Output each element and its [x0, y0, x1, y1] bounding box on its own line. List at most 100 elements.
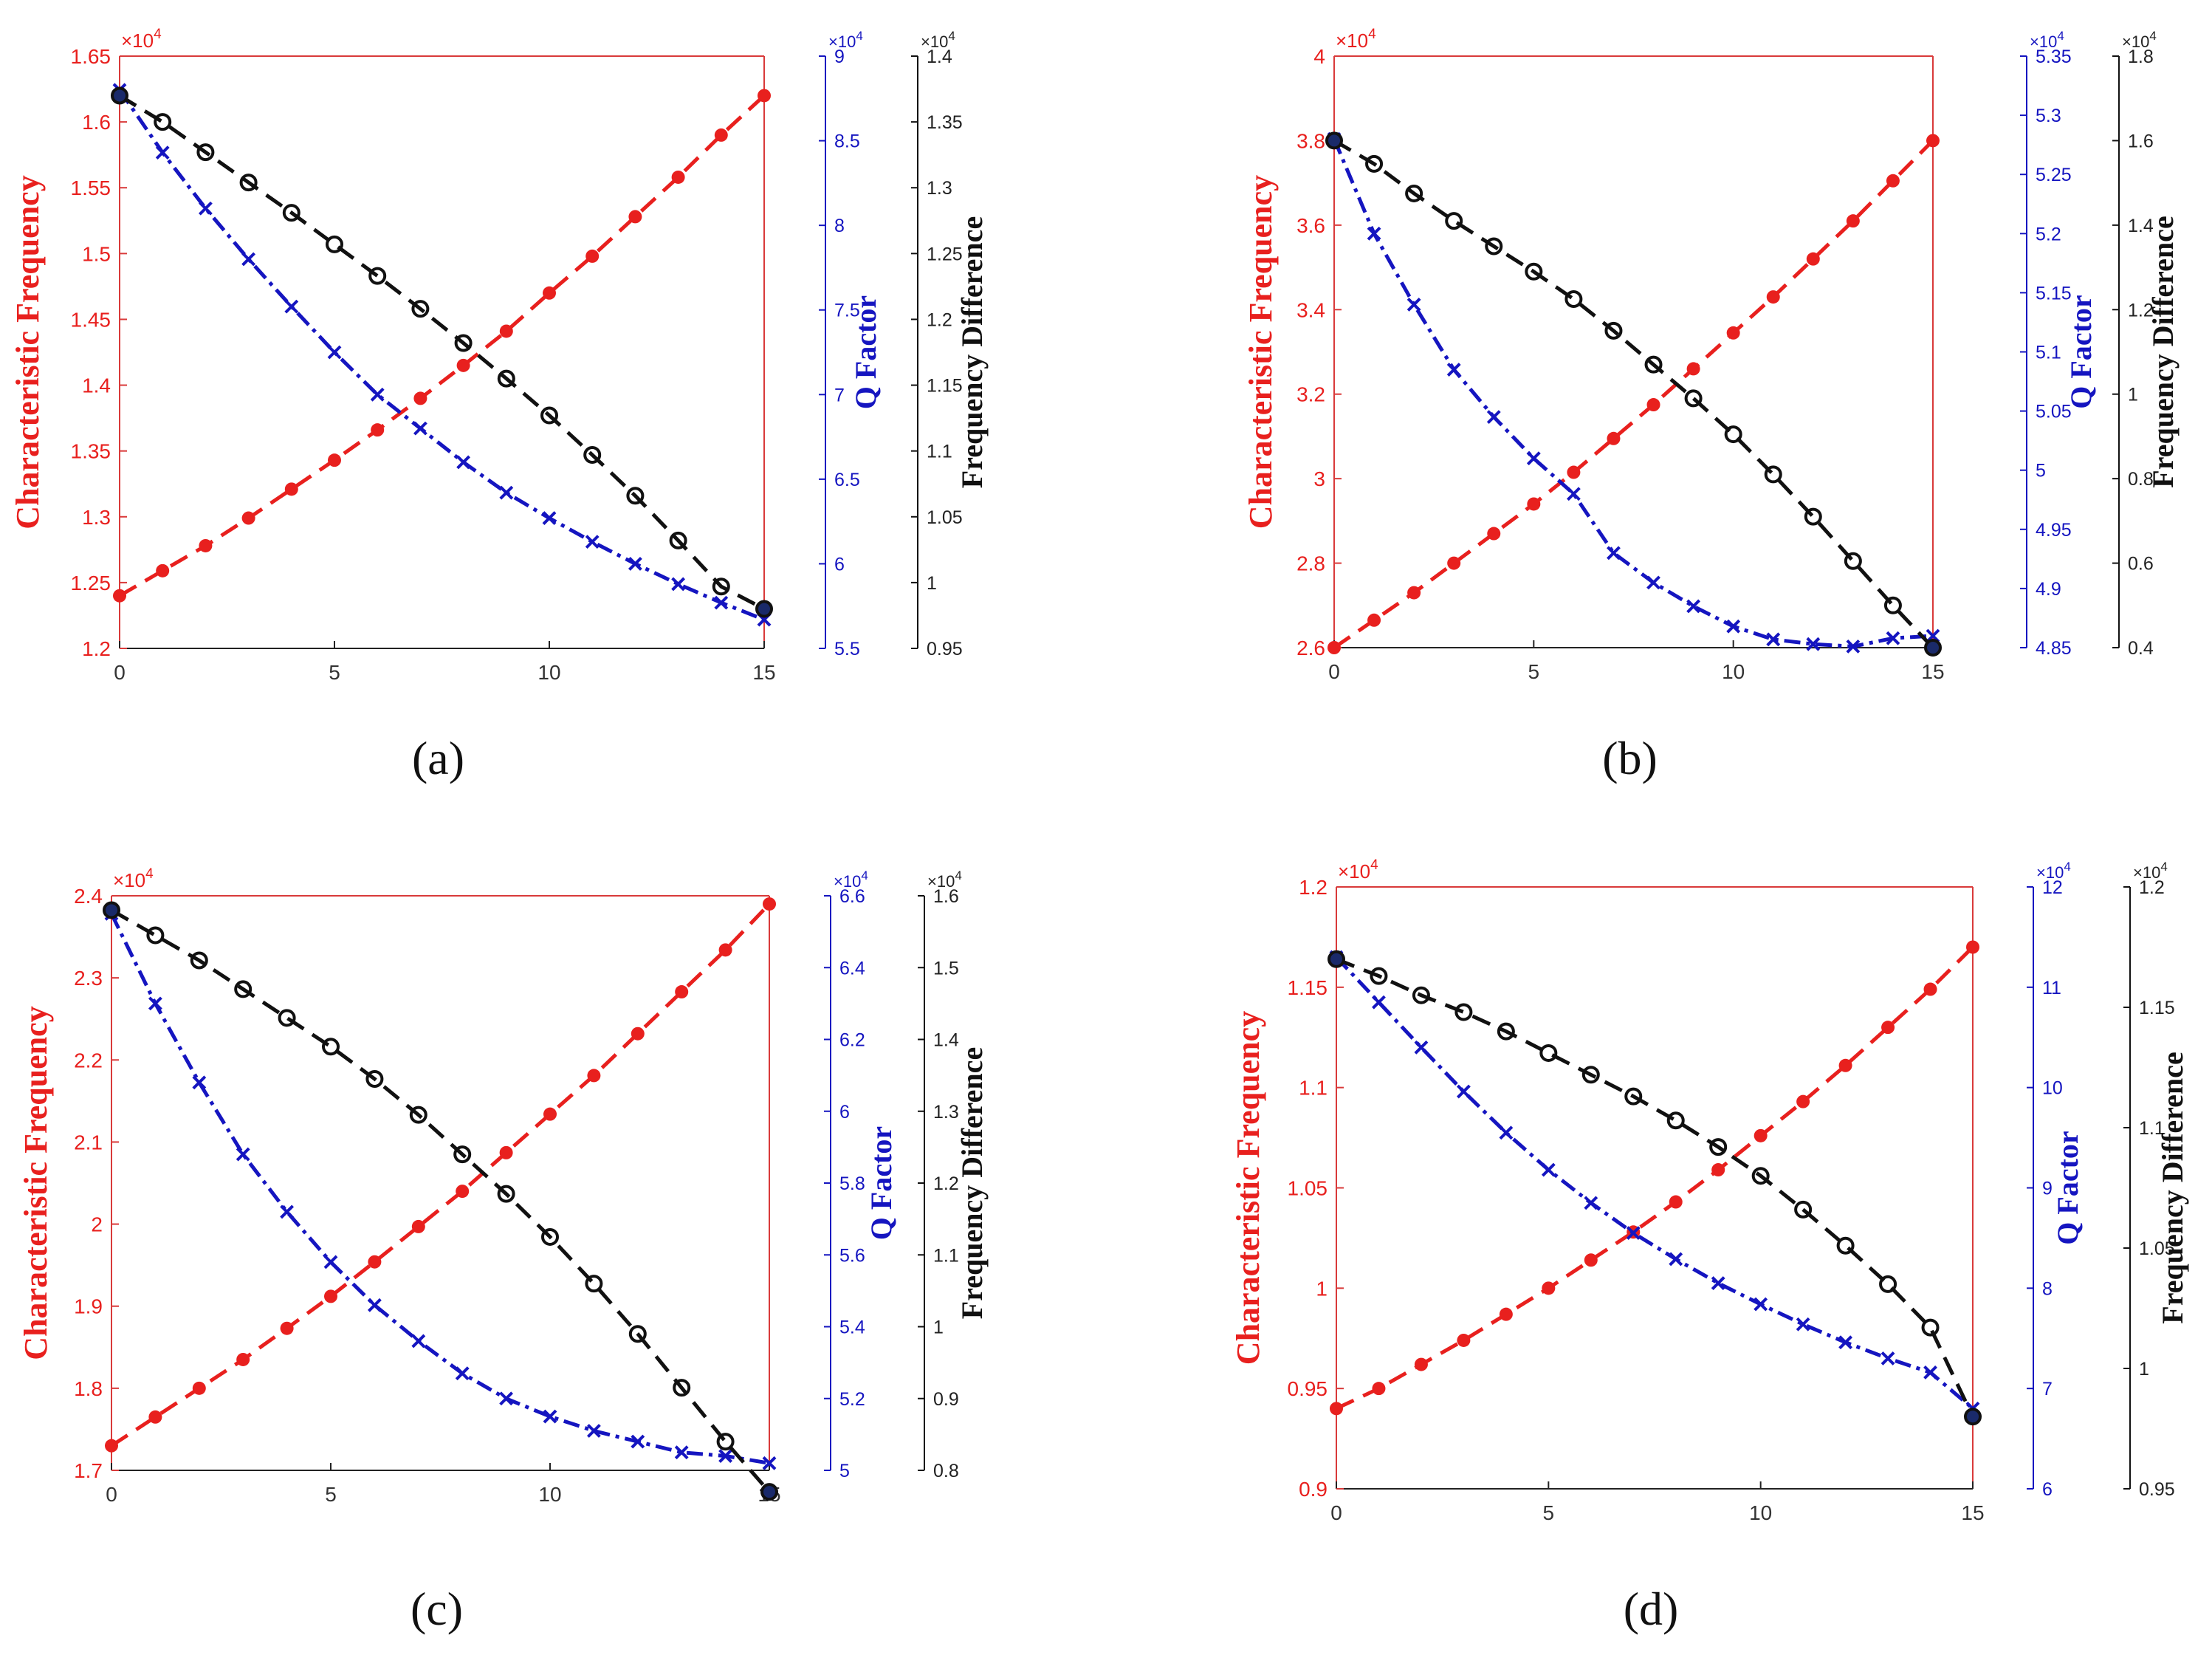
difference-point [1412, 986, 1430, 1004]
difference-tick-label: 0.9 [933, 1389, 959, 1410]
difference-point [196, 143, 215, 162]
characteristic-point [1367, 613, 1381, 627]
q-factor-point [370, 387, 385, 402]
characteristic-point [499, 1145, 513, 1159]
difference-point [712, 578, 730, 596]
q-factor-point [455, 1366, 470, 1381]
characteristic-point [192, 1381, 206, 1395]
difference-point [1539, 1043, 1558, 1062]
difference-tick-label: 1.8 [2128, 47, 2154, 67]
difference-point [497, 369, 515, 388]
q-factor-exponent: ×104 [2036, 860, 2071, 882]
characteristic-point [1838, 1058, 1852, 1072]
q-factor-tick-label: 4.85 [2036, 638, 2072, 659]
characteristic-point [1327, 641, 1341, 654]
q-factor-point [542, 511, 557, 525]
characteristic-point [1447, 556, 1461, 570]
x-tick-label: 15 [1961, 1501, 1984, 1524]
characteristic-frequency-line [1333, 139, 1934, 650]
characteristic-tick-label: 2.4 [74, 885, 103, 908]
q-factor-point [1669, 1252, 1683, 1267]
characteristic-tick-label: 3.6 [1296, 214, 1325, 237]
characteristic-point [105, 1439, 118, 1453]
characteristic-point [456, 1185, 470, 1199]
q-factor-axis-label: Q Factor [865, 1126, 898, 1240]
q-factor-tick-label: 6.6 [839, 886, 865, 907]
difference-point [1327, 950, 1345, 968]
characteristic-point [758, 89, 771, 103]
q-factor-point [1372, 995, 1386, 1010]
characteristic-point [1607, 431, 1621, 445]
difference-point [454, 334, 473, 352]
x-tick-label: 0 [106, 1483, 117, 1506]
characteristic-exponent: ×104 [113, 866, 154, 891]
characteristic-point [1330, 1402, 1343, 1416]
q-factor-tick-label: 9 [2042, 1179, 2053, 1199]
characteristic-exponent-power: 4 [145, 866, 154, 882]
difference-tick-label: 1.6 [933, 886, 959, 907]
difference-tick-label: 1.5 [933, 958, 959, 979]
characteristic-point [1711, 1163, 1725, 1177]
q-factor-axis-label: Q Factor [849, 295, 882, 409]
characteristic-point [148, 1410, 162, 1424]
difference-axis-label: Frequency Difference [955, 1047, 989, 1319]
q-factor-tick-label: 6.2 [839, 1030, 865, 1051]
difference-point [1764, 465, 1782, 484]
characteristic-point [1487, 527, 1501, 541]
characteristic-point [763, 897, 776, 911]
difference-tick-label: 1 [933, 1317, 944, 1338]
q-factor-point [280, 1204, 295, 1219]
q-factor-point [236, 1147, 250, 1162]
difference-point [1921, 1318, 1940, 1337]
characteristic-tick-label: 1 [1316, 1277, 1327, 1300]
difference-point [669, 531, 687, 549]
characteristic-tick-label: 1.8 [74, 1377, 103, 1400]
characteristic-tick-label: 1.9 [74, 1295, 103, 1318]
q-factor-tick-label: 9 [834, 47, 845, 67]
difference-point [673, 1379, 691, 1397]
characteristic-point [1926, 134, 1940, 148]
difference-point [1879, 1275, 1897, 1293]
q-factor-exponent: ×104 [828, 29, 863, 51]
difference-tick-label: 1.2 [933, 1173, 959, 1194]
difference-tick-label: 0.95 [927, 639, 963, 659]
difference-point [626, 487, 645, 505]
difference-point [365, 1069, 384, 1088]
difference-axis-label: Frequency Difference [2146, 216, 2180, 487]
q-factor-tick-label: 5.1 [2036, 343, 2061, 363]
q-factor-point [1646, 575, 1660, 590]
q-factor-exponent-power: 4 [856, 29, 862, 43]
characteristic-tick-label: 1.5 [82, 242, 111, 265]
characteristic-tick-label: 1.25 [71, 572, 111, 594]
difference-tick-label: 1.15 [927, 376, 963, 397]
difference-point [1624, 1087, 1643, 1106]
difference-tick-label: 1.05 [2139, 1238, 2175, 1259]
difference-point [103, 901, 120, 919]
characteristic-point [585, 249, 600, 263]
difference-point [239, 174, 258, 192]
difference-point [409, 1106, 427, 1124]
characteristic-point [284, 482, 298, 496]
characteristic-tick-label: 1.1 [1299, 1077, 1327, 1100]
difference-tick-label: 1.1 [933, 1245, 959, 1266]
difference-point [326, 235, 343, 253]
characteristic-point [631, 1027, 645, 1041]
characteristic-tick-label: 1.2 [1299, 876, 1327, 899]
q-factor-point [1486, 410, 1501, 425]
x-tick-label: 10 [1749, 1501, 1772, 1524]
frequency-difference-line [1333, 139, 1934, 649]
characteristic-tick-label: 1.2 [82, 637, 111, 660]
difference-point [146, 926, 165, 945]
characteristic-point [1407, 586, 1421, 600]
difference-tick-label: 1 [927, 573, 937, 594]
difference-tick-label: 1.35 [927, 112, 963, 133]
difference-tick-label: 0.8 [2128, 469, 2154, 490]
q-factor-tick-label: 6.5 [834, 470, 860, 490]
difference-point [1525, 262, 1543, 281]
difference-tick-label: 1.4 [2128, 216, 2154, 236]
q-factor-tick-label: 5.3 [2036, 106, 2061, 126]
q-factor-line [1335, 956, 1974, 1411]
characteristic-point [368, 1255, 382, 1269]
characteristic-tick-label: 2.6 [1296, 637, 1325, 659]
difference-tick-label: 1.25 [927, 244, 963, 264]
